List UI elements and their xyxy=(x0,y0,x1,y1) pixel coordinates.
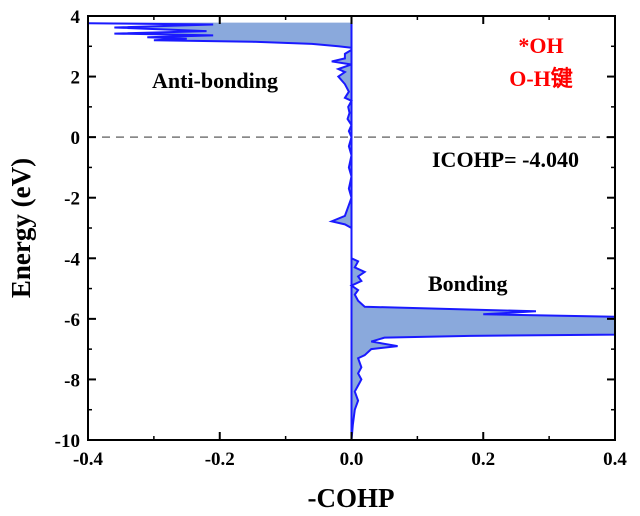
x-tick-label: 0.2 xyxy=(471,449,495,470)
species-label: *OH xyxy=(518,33,563,58)
bonding-label: Bonding xyxy=(428,271,508,296)
y-axis-title: Energy (eV) xyxy=(6,158,36,298)
y-tick-label: -10 xyxy=(55,431,80,452)
bond-label: O-H键 xyxy=(509,66,573,91)
x-tick-label: -0.2 xyxy=(205,449,235,470)
y-tick-label: -6 xyxy=(64,310,80,331)
axis-ticks: -0.4 -0.2 0.0 0.2 0.4 -10 -8 -6 -4 -2 0 2 4 xyxy=(55,7,628,470)
y-tick-label: -2 xyxy=(64,189,80,210)
x-tick-label: -0.4 xyxy=(73,449,104,470)
antibonding-label: Anti-bonding xyxy=(152,68,278,93)
x-axis-title: -COHP xyxy=(308,483,395,513)
y-tick-label: 2 xyxy=(71,68,81,89)
y-tick-label: -4 xyxy=(64,249,80,270)
y-tick-label: 0 xyxy=(71,128,81,149)
icohp-label: ICOHP= -4.040 xyxy=(432,147,579,172)
x-tick-label: 0.0 xyxy=(340,449,364,470)
y-tick-label: 4 xyxy=(71,7,81,28)
y-tick-label: -8 xyxy=(64,370,80,391)
x-tick-label: 0.4 xyxy=(603,449,627,470)
